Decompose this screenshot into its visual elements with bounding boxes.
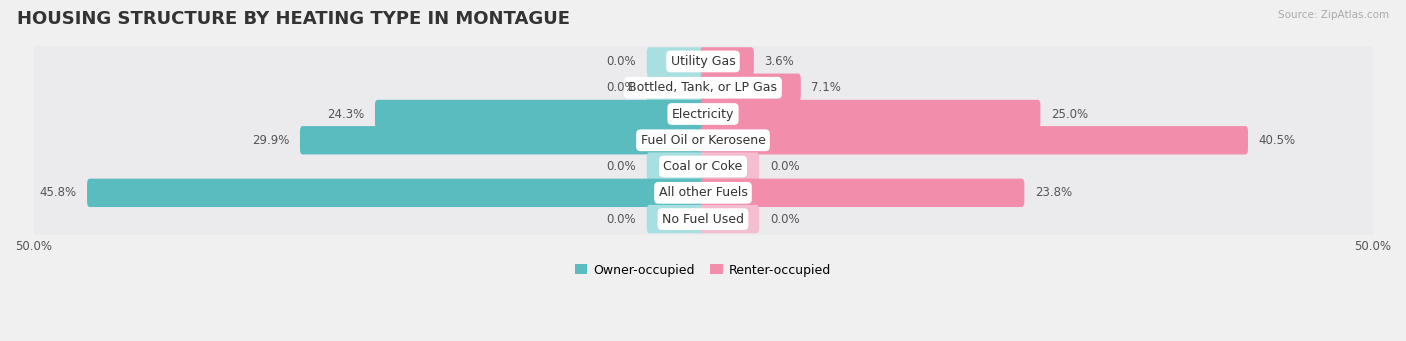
- Text: Electricity: Electricity: [672, 107, 734, 120]
- Text: No Fuel Used: No Fuel Used: [662, 212, 744, 226]
- FancyBboxPatch shape: [700, 74, 801, 102]
- Text: HOUSING STRUCTURE BY HEATING TYPE IN MONTAGUE: HOUSING STRUCTURE BY HEATING TYPE IN MON…: [17, 10, 569, 28]
- Text: Bottled, Tank, or LP Gas: Bottled, Tank, or LP Gas: [628, 81, 778, 94]
- FancyBboxPatch shape: [647, 47, 706, 76]
- Text: 0.0%: 0.0%: [606, 81, 636, 94]
- Text: 0.0%: 0.0%: [770, 160, 800, 173]
- Text: Utility Gas: Utility Gas: [671, 55, 735, 68]
- Text: 24.3%: 24.3%: [328, 107, 364, 120]
- Text: 0.0%: 0.0%: [770, 212, 800, 226]
- FancyBboxPatch shape: [31, 120, 1375, 161]
- FancyBboxPatch shape: [700, 205, 759, 233]
- FancyBboxPatch shape: [375, 100, 706, 128]
- Text: 0.0%: 0.0%: [606, 55, 636, 68]
- FancyBboxPatch shape: [647, 152, 706, 181]
- FancyBboxPatch shape: [299, 126, 706, 154]
- Text: All other Fuels: All other Fuels: [658, 186, 748, 199]
- Text: 40.5%: 40.5%: [1258, 134, 1296, 147]
- Text: Fuel Oil or Kerosene: Fuel Oil or Kerosene: [641, 134, 765, 147]
- FancyBboxPatch shape: [647, 205, 706, 233]
- FancyBboxPatch shape: [31, 173, 1375, 213]
- FancyBboxPatch shape: [700, 152, 759, 181]
- FancyBboxPatch shape: [31, 68, 1375, 108]
- FancyBboxPatch shape: [31, 146, 1375, 187]
- Text: 45.8%: 45.8%: [39, 186, 76, 199]
- FancyBboxPatch shape: [647, 74, 706, 102]
- FancyBboxPatch shape: [87, 179, 706, 207]
- FancyBboxPatch shape: [700, 179, 1025, 207]
- Text: 0.0%: 0.0%: [606, 212, 636, 226]
- Text: 3.6%: 3.6%: [765, 55, 794, 68]
- Text: 23.8%: 23.8%: [1035, 186, 1073, 199]
- FancyBboxPatch shape: [700, 126, 1249, 154]
- Legend: Owner-occupied, Renter-occupied: Owner-occupied, Renter-occupied: [569, 258, 837, 282]
- FancyBboxPatch shape: [700, 100, 1040, 128]
- FancyBboxPatch shape: [700, 47, 754, 76]
- FancyBboxPatch shape: [31, 41, 1375, 82]
- FancyBboxPatch shape: [31, 199, 1375, 239]
- Text: 7.1%: 7.1%: [811, 81, 841, 94]
- Text: Source: ZipAtlas.com: Source: ZipAtlas.com: [1278, 10, 1389, 20]
- Text: 0.0%: 0.0%: [606, 160, 636, 173]
- FancyBboxPatch shape: [31, 94, 1375, 134]
- Text: 29.9%: 29.9%: [252, 134, 290, 147]
- Text: 25.0%: 25.0%: [1052, 107, 1088, 120]
- Text: Coal or Coke: Coal or Coke: [664, 160, 742, 173]
